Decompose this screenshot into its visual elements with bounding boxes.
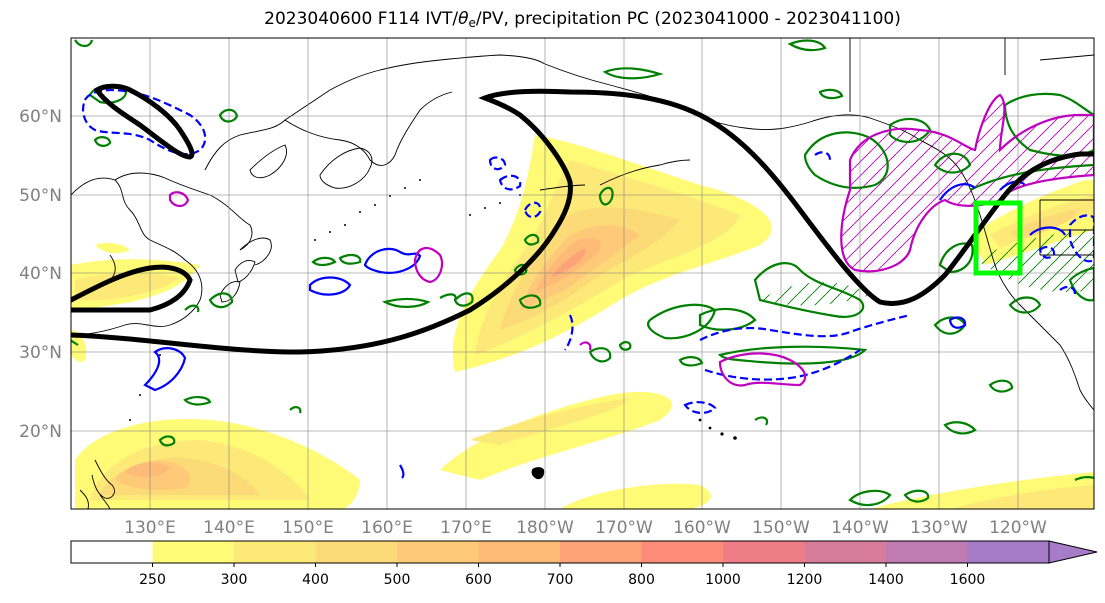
longitude-labels: 130°E 140°E 150°E 160°E 170°E 180°W 170°… [124,518,1047,538]
colorbar-tick-label: 600 [465,572,492,588]
colorbar-swatch [967,541,1050,563]
colorbar-swatch [886,541,968,563]
lon-label: 140°E [203,518,255,538]
lon-label: 150°E [282,518,334,538]
lat-label: 40°N [19,264,62,284]
colorbar-tick-label: 250 [139,572,166,588]
colorbar-swatch [152,541,235,563]
ivt-colorbar: 250 300 400 500 600 700 800 1000 1200 1400 1600 [70,540,1098,588]
colorbar-tick-label: 500 [384,572,411,588]
colorbar-tick-label: 700 [547,572,574,588]
colorbar-tick-label: 300 [221,572,248,588]
lon-label: 180°W [516,518,574,538]
lat-label: 60°N [19,107,62,127]
colorbar-swatch [560,541,642,563]
lon-label: 140°W [831,518,889,538]
colorbar-tick-label: 1200 [787,572,823,588]
target-region-box [973,200,1023,276]
colorbar-swatch [723,541,805,563]
coastlines [71,38,1094,509]
theta-e-blue-solid-contours [143,180,1066,479]
lon-label: 120°W [989,518,1047,538]
map-title: 2023040600 F114 IVT/θe/PV, precipitation… [264,9,901,30]
pv-contours [71,83,1094,480]
islands [129,179,737,440]
colorbar-tick-label: 400 [302,572,329,588]
lon-label: 170°E [440,518,492,538]
colorbar-tick-label: 1600 [950,572,986,588]
colorbar-swatch [315,541,398,563]
map-frame [70,37,1095,510]
colorbar-swatch [804,541,887,563]
latitude-labels: 60°N 50°N 40°N 30°N 20°N [19,107,62,442]
lat-label: 20°N [19,422,62,442]
colorbar-tick-label: 800 [628,572,655,588]
lat-label: 30°N [19,343,62,363]
lat-label: 50°N [19,186,62,206]
lon-label: 130°E [124,518,176,538]
lon-label: 170°W [595,518,653,538]
colorbar-tick-label: 1000 [705,572,741,588]
colorbar-swatch [234,541,316,563]
colorbar-tick-label: 1400 [868,572,904,588]
colorbar-swatch [397,541,479,563]
colorbar-swatch [641,541,724,563]
lon-label: 160°E [361,518,413,538]
lon-label: 150°W [752,518,810,538]
lon-label: 160°W [673,518,731,538]
colorbar-swatch [71,541,153,563]
colorbar-extend-arrow [1048,540,1098,564]
colorbar-swatch [478,541,561,563]
lon-label: 130°W [910,518,968,538]
